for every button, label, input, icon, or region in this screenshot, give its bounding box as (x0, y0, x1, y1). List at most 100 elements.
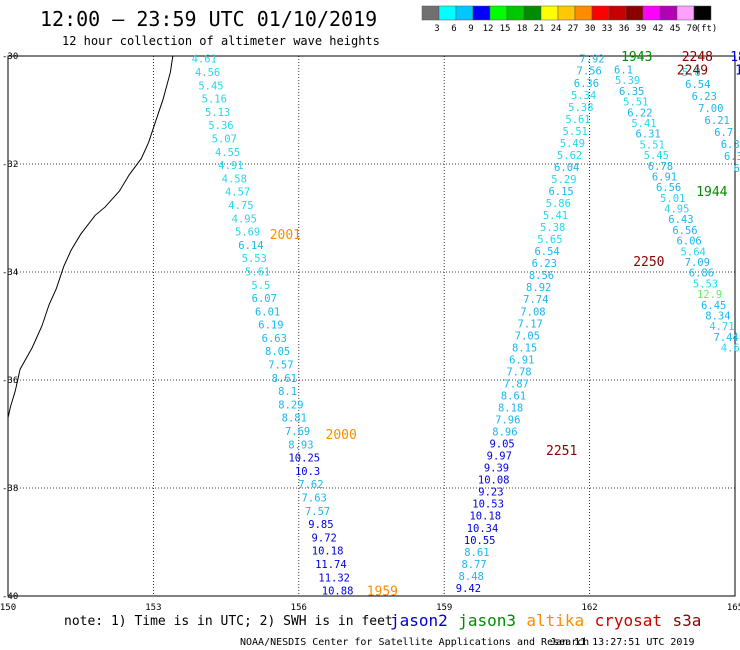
wave-height-point: 9.39 (484, 463, 509, 475)
wave-height-point: 11.32 (318, 572, 350, 584)
x-tick-label: 162 (581, 603, 597, 613)
wave-height-point: 5.86 (546, 198, 571, 210)
y-tick-label: -34 (2, 268, 18, 278)
colorbar-swatch (693, 5, 712, 21)
wave-height-point: 5.16 (202, 94, 227, 106)
colorbar-label: 27 (568, 24, 579, 34)
colorbar-label: (ft) (696, 24, 718, 34)
pass-time-label: 2001 (270, 228, 301, 243)
colorbar-label: 18 (517, 24, 528, 34)
colorbar-label: 12 (483, 24, 494, 34)
pass-time-label: 1944 (696, 185, 727, 200)
wave-height-point: 7.74 (523, 294, 548, 306)
wave-height-point: 4.95 (232, 213, 257, 225)
pass-time-label: 1838 (735, 64, 740, 79)
footer-timestamp: Jan 11 13:27:51 UTC 2019 (550, 637, 695, 648)
wave-height-point: 10.18 (469, 511, 501, 523)
wave-height-point: 7.78 (506, 366, 531, 378)
wave-height-point: 5.64 (681, 246, 706, 258)
colorbar-swatch (540, 5, 559, 21)
x-tick-label: 156 (291, 603, 307, 613)
wave-height-point: 8.34 (705, 311, 730, 323)
wave-height-point: 5.8 (682, 67, 701, 79)
wave-height-point: 6.56 (656, 182, 681, 194)
satellite-cryosat: cryosat (595, 611, 662, 630)
y-tick-label: -38 (2, 484, 18, 494)
wave-height-point: 6.54 (685, 79, 710, 91)
y-tick-label: -30 (2, 52, 18, 62)
x-tick-label: 153 (145, 603, 161, 613)
wave-height-point: 8.18 (498, 403, 523, 415)
colorbar-label: 21 (534, 24, 545, 34)
wave-height-point: 6.23 (692, 91, 717, 103)
wave-height-point: 6.07 (252, 293, 277, 305)
wave-height-point: 6.91 (509, 354, 534, 366)
wave-height-point: 7.87 (504, 378, 529, 390)
wave-height-point: 5.49 (560, 138, 585, 150)
wave-height-point: 8.1 (278, 386, 297, 398)
wave-height-point: 7.44 (713, 332, 738, 344)
wave-height-point: 6.31 (635, 129, 660, 141)
satellite-legend: jason2 jason3 altika cryosat s3a (390, 611, 701, 630)
wave-height-point: 6.78 (648, 161, 673, 173)
wave-height-point: 5.41 (631, 118, 656, 130)
wave-height-point: 4.56 (195, 67, 220, 79)
wave-height-point: 5.29 (551, 174, 576, 186)
x-tick-label: 165 (727, 603, 740, 613)
wave-height-point: 5.01 (660, 193, 685, 205)
pass-time-label: 2251 (546, 444, 577, 459)
wave-height-point: 8.05 (265, 346, 290, 358)
wave-height-point: 7.62 (298, 479, 323, 491)
colorbar-label: 42 (653, 24, 664, 34)
wave-height-point: 5.07 (212, 134, 237, 146)
colorbar-swatch (472, 5, 491, 21)
wave-height-point: 8.81 (282, 413, 307, 425)
wave-height-point: 8.96 (492, 427, 517, 439)
footer: note: 1) Time is in UTC; 2) SWH is in fe… (64, 611, 701, 648)
pass-time-label: 1943 (621, 50, 652, 65)
wave-height-point: 4.95 (664, 204, 689, 216)
wave-height-point: 6.4 (734, 163, 740, 175)
x-tick-label: 159 (436, 603, 452, 613)
satellite-jason2: jason2 (390, 611, 448, 630)
colorbar-swatch (557, 5, 576, 21)
wave-height-point: 10.08 (478, 475, 510, 487)
plot-area: 150153156159162165-30-32-34-36-38-404.61… (0, 50, 740, 613)
wave-height-point: 9.97 (487, 451, 512, 463)
wave-height-point: 10.55 (464, 535, 496, 547)
colorbar-label: 6 (451, 24, 456, 34)
wave-height-point: 5.36 (208, 120, 233, 132)
wave-height-point: 8.15 (512, 342, 537, 354)
wave-height-point: 6.7 (714, 127, 733, 139)
wave-height-point: 7.57 (305, 506, 330, 518)
wave-height-point: 7.08 (520, 306, 545, 318)
wave-height-point: 5.5 (251, 280, 270, 292)
wave-height-point: 5.51 (563, 126, 588, 138)
wave-height-point: 6.06 (676, 236, 701, 248)
wave-height-point: 7.96 (495, 415, 520, 427)
y-tick-label: -36 (2, 376, 18, 386)
wave-height-point: 5.38 (568, 102, 593, 114)
wave-height-point: 5.61 (565, 114, 590, 126)
wave-height-point: 11.74 (315, 559, 347, 571)
wave-height-point: 10.18 (312, 546, 344, 558)
wave-height-point: 10.53 (472, 499, 504, 511)
colorbar-swatch (659, 5, 678, 21)
y-tick-label: -40 (2, 592, 18, 602)
wave-height-point: 9.72 (312, 532, 337, 544)
footer-credit: NOAA/NESDIS Center for Satellite Applica… (240, 637, 589, 648)
wave-height-point: 8.92 (526, 282, 551, 294)
colorbar-swatch (438, 5, 457, 21)
colorbar-swatch (625, 5, 644, 21)
wave-height-point: 6.15 (548, 186, 573, 198)
wave-height-point: 4.91 (218, 160, 243, 172)
wave-height-point: 8.29 (278, 399, 303, 411)
wave-height-point: 8.93 (288, 439, 313, 451)
colorbar-label: 39 (636, 24, 647, 34)
wave-height-point: 9.85 (308, 519, 333, 531)
colorbar-swatch (608, 5, 627, 21)
wave-height-point: 6.21 (705, 115, 730, 127)
wave-height-point: 6.56 (672, 225, 697, 237)
wave-height-point: 8.77 (461, 559, 486, 571)
colorbar-swatch (455, 5, 474, 21)
